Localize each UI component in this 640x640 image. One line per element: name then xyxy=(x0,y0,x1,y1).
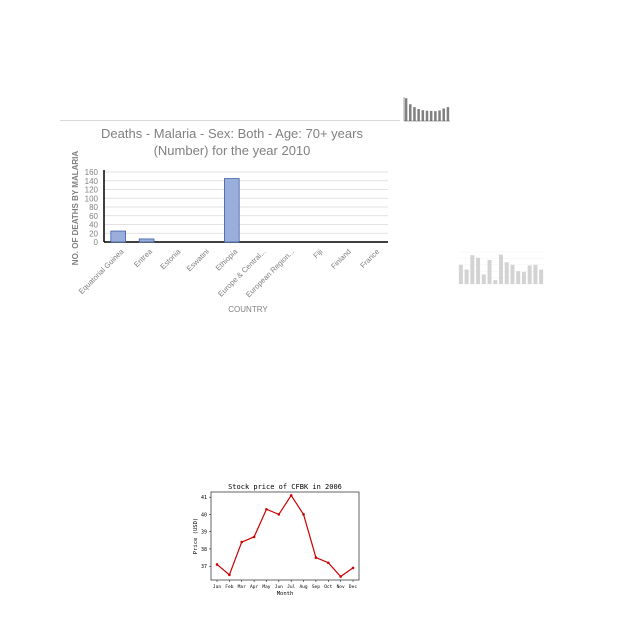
x-tick-label-7: Aug xyxy=(299,584,307,590)
x-axis-label: COUNTRY xyxy=(228,305,268,314)
x-tick-label-8: Finland xyxy=(329,247,353,271)
thumbnail-bar-chart-2 xyxy=(446,244,548,311)
y-tick-label-80: 80 xyxy=(89,203,98,212)
plot-frame xyxy=(210,491,360,581)
x-tick-label-4: Ethiopia xyxy=(214,246,240,272)
malaria-chart-svg: Deaths - Malaria - Sex: Both - Age: 70+ … xyxy=(71,126,388,314)
bar-2 xyxy=(413,107,416,121)
x-tick-label-1: Feb xyxy=(225,584,233,590)
y-tick-label-37: 37 xyxy=(201,564,207,570)
y-tick-label-160: 160 xyxy=(85,168,99,177)
x-tick-label-9: Oct xyxy=(324,584,332,590)
bar-8 xyxy=(504,262,509,284)
y-tick-label-38: 38 xyxy=(201,547,207,553)
data-point-1 xyxy=(228,573,231,577)
chart-title-line-2: (Number) for the year 2010 xyxy=(154,143,311,158)
bar-11 xyxy=(521,271,526,284)
bar-14 xyxy=(539,269,544,284)
x-axis-label: Month xyxy=(277,591,294,597)
bar-8 xyxy=(438,110,441,121)
y-tick-label-41: 41 xyxy=(201,495,207,501)
y-tick-label-0: 0 xyxy=(94,238,99,247)
x-tick-label-2: Estonia xyxy=(158,246,183,271)
x-tick-label-11: Dec xyxy=(349,584,357,590)
y-tick-label-39: 39 xyxy=(201,530,207,536)
chart-title: Stock price of CFBK in 2006 xyxy=(228,483,342,491)
bar-4 xyxy=(224,178,240,243)
data-point-3 xyxy=(252,535,256,539)
data-point-0 xyxy=(215,563,219,566)
bar-1 xyxy=(138,238,155,243)
y-tick-label-40: 40 xyxy=(201,512,207,518)
x-tick-label-7: Fiji xyxy=(311,247,324,260)
data-point-6 xyxy=(289,494,293,497)
y-tick-label-20: 20 xyxy=(89,229,98,238)
y-tick-label-100: 100 xyxy=(85,194,99,203)
bar-7 xyxy=(434,111,437,121)
bar-3 xyxy=(476,257,481,284)
thumbnail-bar-chart-1-svg xyxy=(403,97,450,122)
bar-0 xyxy=(110,230,126,243)
data-point-10 xyxy=(339,575,342,578)
bar-12 xyxy=(527,265,532,284)
thumbnail-bar-chart-1 xyxy=(398,93,454,134)
bar-0 xyxy=(458,264,463,284)
bar-1 xyxy=(464,269,469,284)
bar-6 xyxy=(429,110,433,121)
y-tick-label-120: 120 xyxy=(85,186,99,195)
x-tick-label-1: Eritrea xyxy=(132,246,155,269)
bar-4 xyxy=(421,110,425,121)
stock-price-chart: Stock price of CFBK in 2006 37 38 39 40 41 J… xyxy=(185,480,370,605)
bar-5 xyxy=(425,110,429,121)
data-point-5 xyxy=(277,513,281,516)
series-line xyxy=(216,494,354,578)
divider-line xyxy=(60,120,400,121)
malaria-chart: Deaths - Malaria - Sex: Both - Age: 70+ … xyxy=(60,120,400,325)
data-point-8 xyxy=(314,556,318,559)
x-tick-label-0: Jan xyxy=(213,584,221,590)
chart-title-line-1: Deaths - Malaria - Sex: Both - Age: 70+ … xyxy=(101,126,363,141)
bar-1 xyxy=(409,104,412,121)
x-tick-label-3: Apr xyxy=(250,584,258,590)
data-point-4 xyxy=(265,507,268,511)
x-tick-label-6: European Region... xyxy=(244,247,296,299)
bar-6 xyxy=(493,280,498,284)
y-axis-label: Price (USD) xyxy=(193,518,199,554)
bar-10 xyxy=(446,107,450,121)
thumbnail-bar-chart-2-svg xyxy=(458,251,544,285)
bar-10 xyxy=(516,271,521,284)
x-tick-label-5: Jun xyxy=(275,584,283,590)
x-tick-label-3: Eswatini xyxy=(185,247,211,273)
y-tick-label-40: 40 xyxy=(89,221,98,230)
x-tick-label-4: May xyxy=(262,584,270,590)
x-tick-label-8: Sep xyxy=(312,584,320,590)
bar-3 xyxy=(417,109,420,121)
bar-9 xyxy=(510,264,515,284)
data-point-2 xyxy=(240,540,244,544)
y-tick-label-60: 60 xyxy=(89,212,98,221)
x-tick-label-2: Mar xyxy=(238,584,246,590)
bar-5 xyxy=(487,260,492,284)
y-axis-label: NO. OF DEATHS BY MALARIA xyxy=(71,151,80,266)
bar-13 xyxy=(533,264,538,284)
data-point-9 xyxy=(326,561,330,565)
data-point-7 xyxy=(302,513,305,516)
bar-2 xyxy=(470,255,475,284)
bar-4 xyxy=(481,274,486,284)
bar-7 xyxy=(498,254,504,284)
stock-price-chart-svg: Stock price of CFBK in 2006 37 38 39 40 41 J… xyxy=(193,483,360,597)
data-point-11 xyxy=(351,566,355,570)
x-tick-label-0: Equatorial Guinea xyxy=(77,246,126,295)
bar-9 xyxy=(442,108,445,121)
x-tick-label-10: Nov xyxy=(337,584,345,590)
x-tick-label-6: Jul xyxy=(287,584,295,590)
x-tick-label-9: France xyxy=(358,247,381,270)
bar-0 xyxy=(404,98,408,121)
y-tick-label-140: 140 xyxy=(85,177,99,186)
